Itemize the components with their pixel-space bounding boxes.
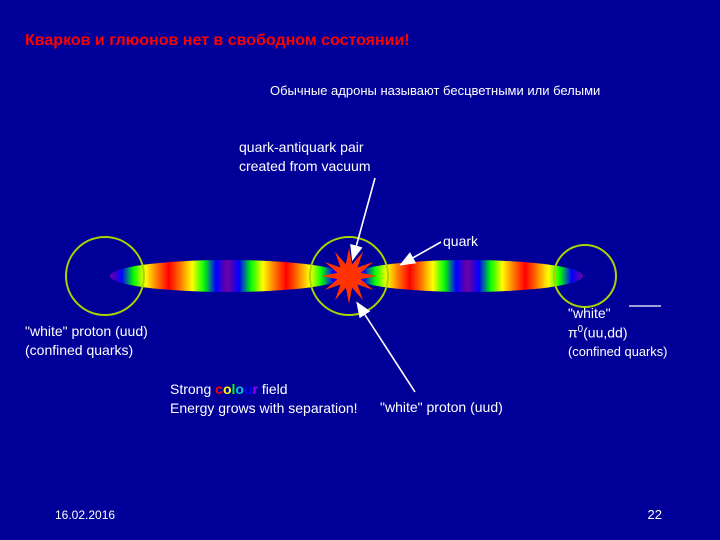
overbar-icon [626, 302, 666, 310]
colour-word: colour [215, 381, 258, 397]
pion-line2-pre: π [568, 325, 578, 341]
pion-line2-post: (uu,dd) [583, 325, 627, 341]
slide: Кварков и глюонов нет в свободном состоя… [0, 0, 720, 540]
proton-arrow [358, 304, 415, 392]
footer-page-number: 22 [648, 507, 662, 522]
strong-field-post: field [258, 381, 288, 397]
footer-date: 16.02.2016 [55, 508, 115, 522]
pair-label-line2: created from vacuum [239, 158, 371, 174]
starburst-icon [319, 246, 379, 306]
center-proton-label: "white" proton (uud) [380, 398, 503, 417]
left-circle [65, 236, 145, 316]
left-proton-line2: (confined quarks) [25, 342, 133, 358]
right-circle [553, 244, 617, 308]
quark-label: quark [443, 232, 478, 251]
pion-label: "white" π0(uu,dd) (confined quarks) [568, 304, 667, 361]
slide-title: Кварков и глюонов нет в свободном состоя… [25, 32, 410, 50]
hadrons-note: Обычные адроны называют бесцветными или … [270, 82, 600, 100]
pion-line3: (confined quarks) [568, 344, 667, 359]
strong-field-line2: Energy grows with separation! [170, 400, 358, 416]
strong-field-label: Strong colour field Energy grows with se… [170, 380, 358, 418]
left-proton-label: "white" proton (uud) (confined quarks) [25, 322, 148, 360]
left-proton-line1: "white" proton (uud) [25, 323, 148, 339]
pair-label-line1: quark-antiquark pair [239, 139, 364, 155]
strong-field-pre: Strong [170, 381, 215, 397]
pair-label: quark-antiquark pair created from vacuum [239, 138, 371, 176]
